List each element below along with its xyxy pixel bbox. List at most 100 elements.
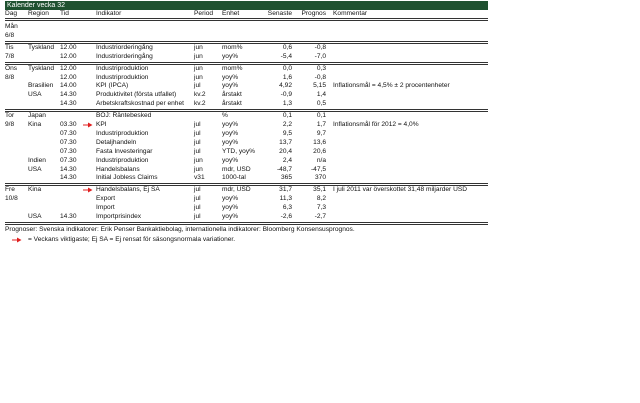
latest: 31,7 [279,186,292,194]
indicator: Industriorderingång [96,43,153,51]
period: jun [194,43,203,51]
title-bar: Kalender vecka 32 [5,1,488,10]
period: kv.2 [194,91,206,99]
latest: 4,92 [279,82,292,90]
period: jul [194,121,201,128]
latest: 0,1 [282,112,292,120]
period: jul [194,186,201,194]
region: Tyskland [28,43,55,51]
forecast: -47,5 [310,165,326,173]
separator [5,40,488,44]
forecast: 8,2 [316,195,326,203]
column-header-unit: Enhet [222,10,240,17]
day: Mån [5,23,18,30]
period: jul [194,82,201,90]
footer-source: Prognoser: Svenska indikatorer: Erik Pen… [5,225,355,233]
day: Fre [5,186,15,194]
forecast: 7,3 [316,204,326,212]
column-header-region: Region [28,10,49,17]
forecast: 0,1 [316,112,326,120]
indicator: Importprisindex [96,213,142,220]
unit: mdr, USD [222,165,251,173]
unit: yoy% [222,138,239,146]
forecast: -0,8 [314,73,326,81]
unit: yoy% [222,195,239,203]
column-header-indicator: Indikator [96,10,122,17]
unit: årstakt [222,100,242,108]
forecast: -7,0 [314,52,326,60]
comment: Inflationsmål för 2012 = 4,0% [333,121,419,128]
date: 10/8 [5,195,18,203]
region: USA [28,213,42,220]
time: 12.00 [60,52,77,60]
unit: yoy% [222,213,239,220]
time: 14.30 [60,91,77,99]
separator [5,61,488,65]
unit: yoy% [222,73,239,81]
unit: yoy% [222,82,239,90]
indicator: Handelsbalans [96,165,140,173]
separator [5,109,488,113]
date: 9/8 [5,121,15,128]
forecast: 0,3 [316,64,326,72]
unit: yoy% [222,129,239,137]
region: Brasilien [28,82,54,90]
time: 07.30 [60,138,77,146]
region: USA [28,165,42,173]
period: jun [194,156,203,164]
forecast: 35,1 [313,186,326,194]
indicator: Industriproduktion [96,156,149,164]
separator [5,18,488,21]
region: Indien [28,156,46,164]
unit: mom% [222,64,243,72]
day: Tor [5,112,15,120]
indicator: Handelsbalans, Ej SA [96,186,160,194]
time: 14.30 [60,165,77,173]
indicator: KPI [96,121,107,128]
title: Kalender vecka 32 [7,2,65,9]
forecast: 13,6 [313,138,326,146]
unit: mdr, USD [222,186,251,194]
unit: % [222,112,228,120]
indicator: Detaljhandeln [96,138,137,146]
region: Kina [28,121,42,128]
time: 12.00 [60,73,77,81]
latest: -5,4 [280,52,292,60]
forecast: 5,15 [313,82,326,90]
unit: årstakt [222,91,242,99]
latest: -48,7 [276,165,292,173]
date: 7/8 [5,52,15,60]
time: 12.00 [60,64,77,72]
latest: 2,4 [282,156,292,164]
forecast: 1,7 [316,121,326,128]
latest: 11,3 [279,195,292,203]
time: 14.30 [60,174,77,182]
latest: 2,2 [282,121,292,128]
indicator: BOJ: Räntebesked [96,112,152,120]
unit: yoy% [222,121,239,128]
period: jul [194,195,201,203]
comment: I juli 2011 var överskottet 31,48 miljar… [333,186,468,194]
region: Kina [28,186,42,194]
period: jun [194,165,203,173]
region: USA [28,91,42,99]
column-header-period: Period [194,10,214,17]
time: 12.00 [60,43,77,51]
time: 07.30 [60,129,77,137]
period: jul [194,138,201,146]
latest: 1,6 [282,73,292,81]
latest: 6,3 [282,204,292,212]
latest: 0,0 [282,64,292,72]
indicator: Produktivitet (första utfallet) [96,91,177,99]
indicator: Export [96,195,116,203]
unit: YTD, yoy% [222,147,255,155]
indicator: Industriproduktion [96,73,149,81]
indicator: Import [96,204,115,212]
time: 03.30 [60,121,77,128]
key-arrow [12,237,22,243]
indicator: Arbetskraftskostnad per enhet [96,100,184,108]
period: jul [194,204,201,212]
comment: Inflationsmål = 4,5% ± 2 procentenheter [333,82,450,90]
forecast: 9,7 [316,129,326,137]
separator [5,221,488,225]
